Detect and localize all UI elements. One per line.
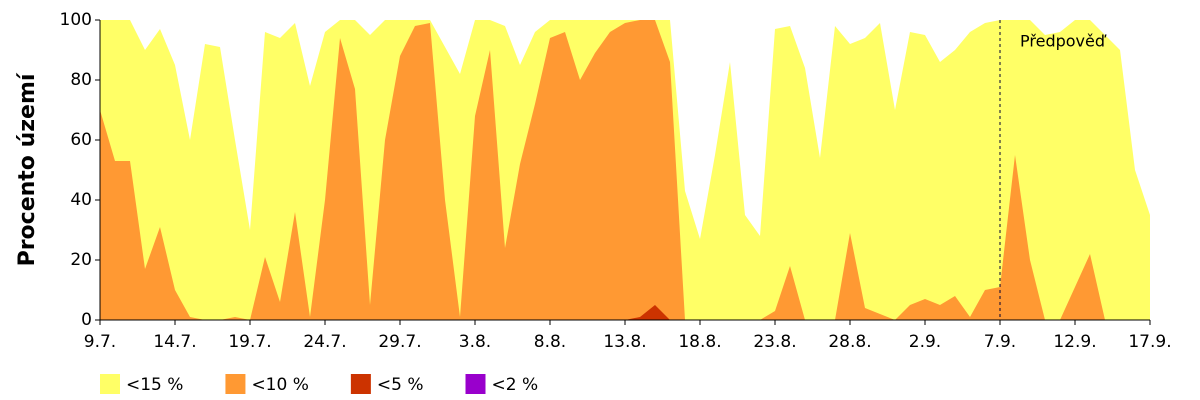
y-tick-label: 80 [70, 70, 92, 90]
x-tick-label: 8.8. [534, 332, 566, 352]
legend-swatch [465, 374, 486, 394]
area [100, 20, 1150, 320]
legend-label: <15 % [126, 375, 183, 395]
x-tick-label: 28.8. [828, 332, 871, 352]
x-tick-label: 29.7. [378, 332, 421, 352]
legend-swatch [100, 374, 120, 394]
legend-label: <5 % [377, 375, 424, 395]
y-axis-label: Procento území [15, 72, 40, 266]
x-tick-label: 7.9. [984, 332, 1016, 352]
x-tick-label: 9.7. [84, 332, 116, 352]
y-tick-label: 20 [70, 250, 92, 270]
x-tick-label: 17.9. [1128, 332, 1171, 352]
legend-swatch [350, 374, 371, 394]
x-tick-label: 18.8. [678, 332, 721, 352]
annotation: Předpověď [1020, 32, 1107, 51]
x-tick-label: 24.7. [303, 332, 346, 352]
x-tick-label: 13.8. [603, 332, 646, 352]
y-tick-label: 100 [60, 10, 92, 30]
x-tick-label: 3.8. [459, 332, 491, 352]
x-tick-label: 19.7. [228, 332, 271, 352]
y-tick-label: 0 [81, 310, 92, 330]
x-tick-label: 14.7. [153, 332, 196, 352]
y-tick-label: 40 [70, 190, 92, 210]
y-tick-label: 60 [70, 130, 92, 150]
legend-label: <10 % [251, 375, 308, 395]
x-tick-label: 12.9. [1053, 332, 1096, 352]
legend-label: <2 % [492, 375, 539, 395]
x-tick-label: 2.9. [909, 332, 941, 352]
x-tick-label: 23.8. [753, 332, 796, 352]
legend-swatch [225, 374, 246, 394]
